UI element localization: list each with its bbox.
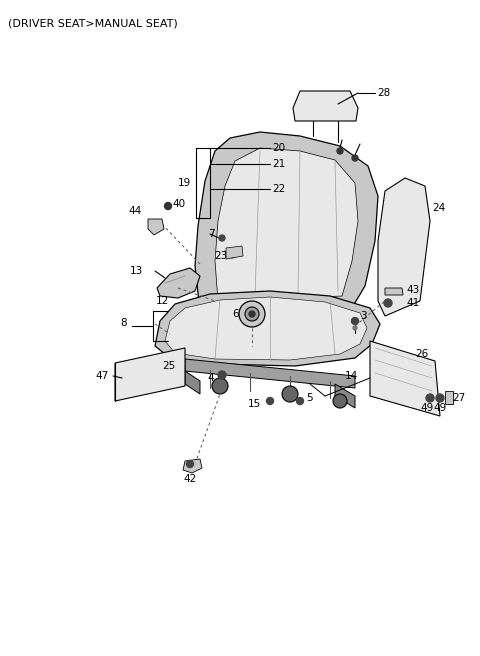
Text: 3: 3	[360, 311, 367, 321]
Polygon shape	[293, 91, 358, 121]
Circle shape	[249, 311, 255, 317]
Polygon shape	[165, 297, 367, 360]
Polygon shape	[148, 219, 164, 235]
Text: 49: 49	[433, 403, 446, 413]
Circle shape	[353, 326, 357, 330]
Text: 14: 14	[345, 371, 358, 381]
Text: 49: 49	[420, 403, 433, 413]
Text: 43: 43	[406, 285, 419, 295]
Polygon shape	[226, 246, 243, 259]
Circle shape	[219, 235, 225, 241]
Polygon shape	[183, 459, 202, 473]
Polygon shape	[115, 348, 185, 401]
Text: 7: 7	[208, 229, 215, 239]
Polygon shape	[378, 178, 430, 316]
Circle shape	[297, 398, 303, 405]
Text: 19: 19	[178, 178, 191, 188]
Circle shape	[384, 299, 392, 307]
Circle shape	[218, 371, 226, 379]
Text: 21: 21	[272, 159, 285, 169]
Circle shape	[337, 148, 343, 154]
Polygon shape	[185, 359, 355, 388]
Circle shape	[282, 386, 298, 402]
Polygon shape	[215, 148, 358, 301]
Circle shape	[212, 378, 228, 394]
Circle shape	[165, 203, 171, 209]
Text: 40: 40	[172, 199, 185, 209]
Polygon shape	[195, 132, 378, 311]
Polygon shape	[157, 268, 200, 298]
Polygon shape	[445, 391, 453, 404]
Text: 44: 44	[128, 206, 141, 216]
Polygon shape	[385, 288, 403, 295]
Text: 24: 24	[432, 203, 445, 213]
Text: 42: 42	[183, 474, 196, 484]
Circle shape	[239, 301, 265, 327]
Polygon shape	[155, 291, 380, 366]
Text: 13: 13	[130, 266, 143, 276]
Text: 26: 26	[415, 349, 428, 359]
Text: 27: 27	[452, 393, 465, 403]
Circle shape	[426, 394, 434, 402]
Circle shape	[436, 394, 444, 402]
Circle shape	[351, 318, 359, 325]
Circle shape	[266, 398, 274, 405]
Text: 8: 8	[120, 318, 127, 328]
Text: 28: 28	[377, 88, 390, 98]
Text: 4: 4	[207, 373, 214, 383]
Text: 23: 23	[214, 251, 227, 261]
Text: 6: 6	[232, 309, 239, 319]
Circle shape	[352, 155, 358, 161]
Polygon shape	[335, 384, 355, 408]
Text: 47: 47	[95, 371, 108, 381]
Text: 41: 41	[406, 298, 419, 308]
Polygon shape	[370, 341, 440, 416]
Text: (DRIVER SEAT>MANUAL SEAT): (DRIVER SEAT>MANUAL SEAT)	[8, 19, 178, 29]
Text: 15: 15	[248, 399, 261, 409]
Circle shape	[245, 307, 259, 321]
Text: 12: 12	[156, 296, 169, 306]
Text: 5: 5	[306, 393, 312, 403]
Circle shape	[333, 394, 347, 408]
Text: 25: 25	[162, 361, 175, 371]
Polygon shape	[185, 371, 200, 394]
Circle shape	[187, 461, 193, 468]
Text: 22: 22	[272, 184, 285, 194]
Text: 20: 20	[272, 143, 285, 153]
